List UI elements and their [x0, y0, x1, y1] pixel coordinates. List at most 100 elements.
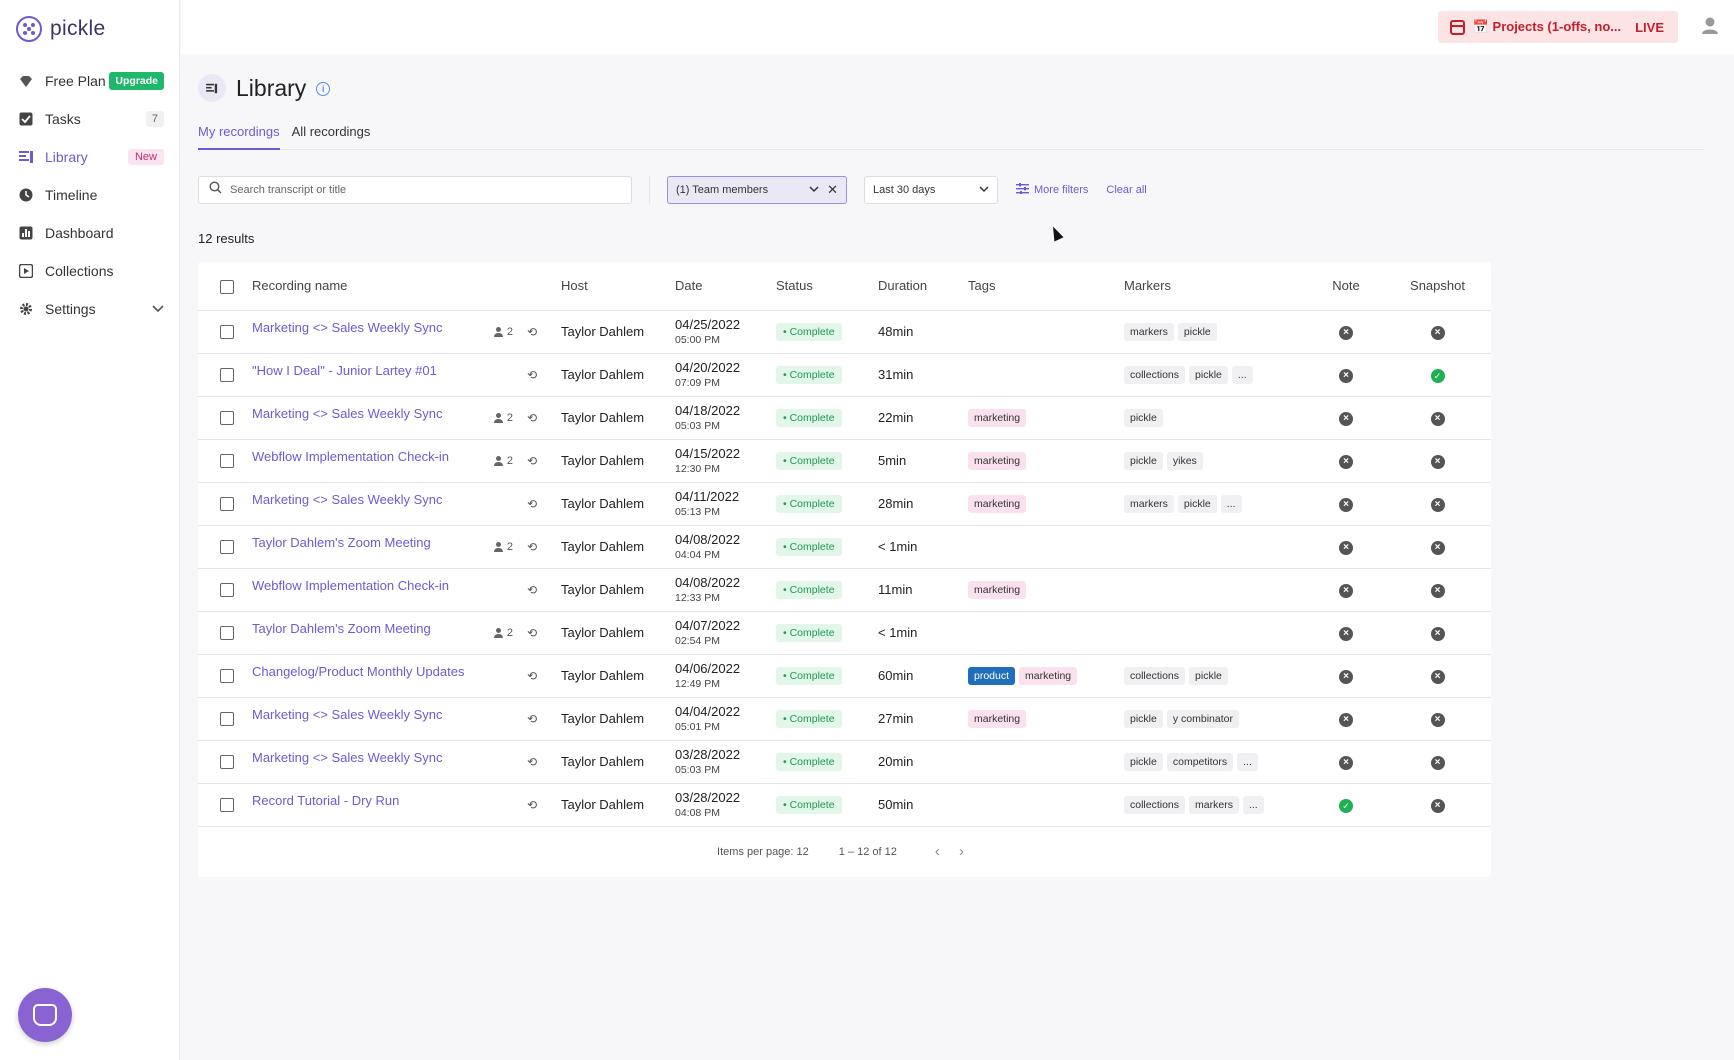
row-checkbox[interactable]: [220, 712, 234, 727]
sidebar-item-timeline[interactable]: Timeline: [0, 176, 180, 214]
x-circle-icon[interactable]: ×: [1430, 541, 1445, 555]
table-row[interactable]: Record Tutorial - Dry Run ⟲ Taylor Dahle…: [198, 783, 1491, 827]
table-row[interactable]: Changelog/Product Monthly Updates ⟲ Tayl…: [198, 654, 1491, 698]
recording-name-link[interactable]: Marketing <> Sales Weekly Sync: [252, 320, 443, 335]
marker-chip[interactable]: y combinator: [1166, 709, 1239, 728]
marker-chip[interactable]: collections: [1124, 365, 1186, 384]
marker-chip[interactable]: markers: [1124, 494, 1174, 513]
x-circle-icon[interactable]: ×: [1430, 412, 1445, 426]
clear-all-link[interactable]: Clear all: [1106, 184, 1147, 196]
marker-chip[interactable]: pickle: [1177, 322, 1217, 341]
marker-chip[interactable]: pickle: [1124, 451, 1163, 470]
recording-name-link[interactable]: Changelog/Product Monthly Updates: [252, 664, 465, 679]
column-header[interactable]: Duration: [878, 262, 968, 311]
marker-chip[interactable]: pickle: [1189, 666, 1228, 685]
column-header[interactable]: Date: [675, 262, 776, 311]
check-circle-icon[interactable]: ✓: [1339, 798, 1353, 813]
table-row[interactable]: Webflow Implementation Check-in 2 ⟲ Taylo…: [198, 439, 1491, 483]
x-circle-icon[interactable]: ×: [1430, 326, 1445, 340]
marker-chip[interactable]: pickle: [1124, 408, 1163, 427]
x-circle-icon[interactable]: ×: [1339, 541, 1353, 555]
tab-all-recordings[interactable]: All recordings: [291, 124, 371, 139]
tag-chip[interactable]: marketing: [968, 408, 1027, 427]
table-row[interactable]: Marketing <> Sales Weekly Sync ⟲ Taylor …: [198, 740, 1491, 784]
sidebar-item-settings[interactable]: Settings: [0, 290, 180, 328]
column-header[interactable]: Host: [561, 262, 675, 311]
tag-chip[interactable]: marketing: [968, 494, 1027, 513]
chevron-down-icon[interactable]: [809, 184, 819, 196]
x-circle-icon[interactable]: ×: [1430, 799, 1445, 813]
marker-chip[interactable]: pickle: [1189, 365, 1228, 384]
marker-chip[interactable]: competitors: [1166, 752, 1234, 771]
sidebar-item-collections[interactable]: Collections: [0, 252, 180, 290]
x-circle-icon[interactable]: ×: [1430, 455, 1445, 469]
table-row[interactable]: Taylor Dahlem's Zoom Meeting 2 ⟲ Taylor D…: [198, 525, 1491, 569]
link-icon[interactable]: ⟲: [526, 453, 537, 468]
recording-name-link[interactable]: Marketing <> Sales Weekly Sync: [252, 707, 443, 722]
marker-chip[interactable]: markers: [1124, 322, 1174, 341]
link-icon[interactable]: ⟲: [526, 582, 537, 597]
sidebar-item-dashboard[interactable]: Dashboard: [0, 214, 180, 252]
app-logo[interactable]: pickle: [16, 16, 106, 42]
table-row[interactable]: "How I Deal" - Junior Lartey #01 ⟲ Taylo…: [198, 353, 1491, 397]
sidebar-item-tasks[interactable]: Tasks 7: [0, 100, 180, 138]
marker-chip[interactable]: collections: [1124, 795, 1186, 814]
marker-chip[interactable]: ...: [1237, 752, 1258, 771]
x-circle-icon[interactable]: ×: [1339, 326, 1353, 340]
row-checkbox[interactable]: [220, 583, 234, 598]
table-row[interactable]: Marketing <> Sales Weekly Sync 2 ⟲ Taylor…: [198, 396, 1491, 440]
next-page-icon[interactable]: ›: [958, 843, 964, 860]
sidebar-item-plan[interactable]: Free Plan Upgrade: [0, 62, 180, 100]
table-row[interactable]: Marketing <> Sales Weekly Sync 2 ⟲ Taylor…: [198, 310, 1491, 354]
more-filters-button[interactable]: More filters: [1016, 183, 1088, 197]
info-icon[interactable]: i: [316, 82, 331, 96]
row-checkbox[interactable]: [220, 798, 234, 813]
link-icon[interactable]: ⟲: [526, 496, 537, 511]
tag-chip[interactable]: marketing: [1019, 666, 1078, 685]
recording-name-link[interactable]: Webflow Implementation Check-in: [252, 449, 450, 464]
x-circle-icon[interactable]: ×: [1339, 627, 1353, 641]
recording-name-link[interactable]: "How I Deal" - Junior Lartey #01: [252, 363, 437, 378]
user-avatar-icon[interactable]: [1700, 16, 1720, 36]
marker-chip[interactable]: yikes: [1166, 451, 1203, 470]
x-circle-icon[interactable]: ×: [1430, 584, 1445, 598]
x-circle-icon[interactable]: ×: [1339, 670, 1353, 684]
items-per-page[interactable]: Items per page: 12: [717, 845, 809, 858]
recording-name-link[interactable]: Webflow Implementation Check-in: [252, 578, 450, 593]
x-circle-icon[interactable]: ×: [1339, 713, 1353, 727]
check-circle-icon[interactable]: ✓: [1430, 368, 1445, 383]
x-circle-icon[interactable]: ×: [1430, 627, 1445, 641]
x-circle-icon[interactable]: ×: [1339, 455, 1353, 469]
row-checkbox[interactable]: [220, 755, 234, 770]
tab-my-recordings[interactable]: My recordings: [198, 120, 280, 150]
column-header[interactable]: Note: [1308, 262, 1384, 311]
sidebar-item-library[interactable]: Library New: [0, 138, 180, 176]
link-icon[interactable]: ⟲: [526, 797, 537, 812]
select-all-checkbox[interactable]: [220, 279, 234, 294]
team-members-filter[interactable]: (1) Team members ✕: [667, 176, 847, 204]
row-checkbox[interactable]: [220, 497, 234, 512]
x-circle-icon[interactable]: ×: [1430, 713, 1445, 727]
previous-page-icon[interactable]: ‹: [934, 843, 940, 860]
column-header[interactable]: Status: [776, 262, 878, 311]
link-icon[interactable]: ⟲: [526, 711, 537, 726]
x-circle-icon[interactable]: ×: [1430, 670, 1445, 684]
marker-chip[interactable]: pickle: [1124, 709, 1163, 728]
chevron-down-icon[interactable]: [152, 302, 164, 316]
row-checkbox[interactable]: [220, 325, 234, 340]
marker-chip[interactable]: ...: [1231, 365, 1253, 384]
table-row[interactable]: Taylor Dahlem's Zoom Meeting 2 ⟲ Taylor D…: [198, 611, 1491, 655]
table-row[interactable]: Webflow Implementation Check-in ⟲ Taylor…: [198, 568, 1491, 612]
column-header[interactable]: Markers: [1124, 262, 1308, 311]
link-icon[interactable]: ⟲: [526, 668, 537, 683]
marker-chip[interactable]: pickle: [1177, 494, 1217, 513]
row-checkbox[interactable]: [220, 411, 234, 426]
row-checkbox[interactable]: [220, 540, 234, 555]
recording-name-link[interactable]: Marketing <> Sales Weekly Sync: [252, 406, 443, 421]
link-icon[interactable]: ⟲: [526, 367, 537, 382]
chat-launcher-button[interactable]: [18, 988, 72, 1042]
marker-chip[interactable]: pickle: [1124, 752, 1163, 771]
date-range-select[interactable]: Last 30 days: [864, 176, 998, 204]
recording-name-link[interactable]: Taylor Dahlem's Zoom Meeting: [252, 535, 431, 550]
link-icon[interactable]: ⟲: [526, 625, 537, 640]
